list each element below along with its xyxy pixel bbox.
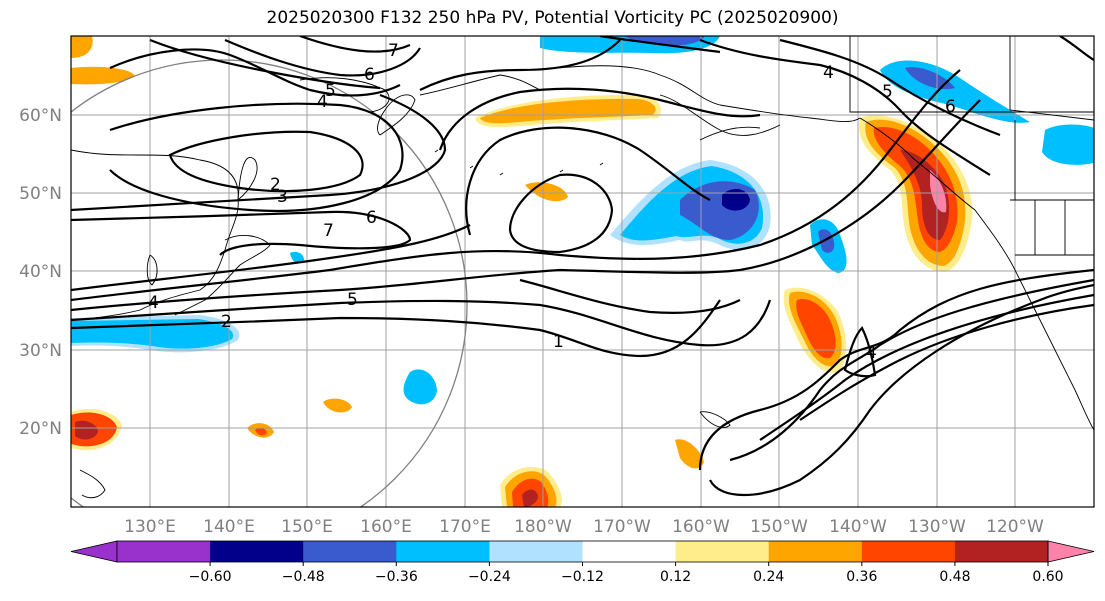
- lon-label: 130°E: [124, 517, 176, 537]
- lat-label: 30°N: [19, 341, 62, 361]
- contour-label: 5: [882, 82, 893, 102]
- colorbar-tick-label: 0.60: [1032, 569, 1063, 585]
- contour-label: 5: [347, 290, 358, 310]
- contour-label: 1: [553, 332, 564, 352]
- colorbar-segment: [768, 541, 863, 562]
- lat-label: 60°N: [19, 106, 62, 126]
- colorbar-tick-label: −0.12: [561, 569, 604, 585]
- colorbar-tick-label: −0.36: [375, 569, 418, 585]
- lon-label: 150°W: [750, 517, 808, 537]
- colorbar-segment: [675, 541, 770, 562]
- plot-frame: [70, 35, 1095, 508]
- contour-label: 3: [277, 187, 288, 207]
- colorbar-tick-label: 0.24: [753, 569, 784, 585]
- lon-label: 150°E: [281, 517, 333, 537]
- colorbar-tick-label: −0.60: [189, 569, 232, 585]
- colorbar-segment: [396, 541, 490, 562]
- contour-label: 4: [823, 63, 834, 83]
- colorbar-segment: [582, 541, 677, 562]
- colorbar-tick-label: 0.48: [939, 569, 970, 585]
- contour-labels: 7 6 5 4 2 3 6 7 5 4 2 1 4 5 6 4: [148, 41, 956, 363]
- lon-label: 180°W: [514, 517, 572, 537]
- colorbar-extend-low: [70, 540, 118, 563]
- contour-label: 5: [325, 81, 336, 101]
- contour-label: 7: [323, 221, 334, 241]
- map-title: 2025020300 F132 250 hPa PV, Potential Vo…: [266, 8, 839, 28]
- colorbar-tick-label: 0.36: [846, 569, 877, 585]
- range-circle: [71, 59, 468, 507]
- colorbar-tick-label: −0.48: [282, 569, 325, 585]
- contour-label: 4: [148, 293, 159, 313]
- lon-label: 160°W: [672, 517, 730, 537]
- contour-label: 4: [866, 343, 877, 363]
- lat-label: 50°N: [19, 184, 62, 204]
- colorbar: −0.60 −0.48 −0.36 −0.24 −0.12 0.12 0.24 0.36 0.4…: [70, 540, 1095, 585]
- lon-label: 130°W: [908, 517, 966, 537]
- lon-label: 120°W: [986, 517, 1044, 537]
- colorbar-segment: [210, 541, 304, 562]
- contour-label: 6: [366, 208, 377, 228]
- contour-label: 6: [364, 65, 375, 85]
- colorbar-segment: [489, 541, 583, 562]
- lat-label: 20°N: [19, 419, 62, 439]
- lon-labels: 130°E 140°E 150°E 160°E 170°E 180°W 170°…: [124, 517, 1044, 537]
- lat-labels: 60°N 50°N 40°N 30°N 20°N: [19, 106, 62, 439]
- contour-label: 2: [221, 312, 232, 332]
- colorbar-extend-high: [1047, 540, 1095, 563]
- lon-label: 160°E: [360, 517, 412, 537]
- contour-label: 2: [270, 175, 281, 195]
- colorbar-segment: [303, 541, 397, 562]
- contour-label: 4: [317, 92, 328, 112]
- colorbar-tick-label: 0.12: [660, 569, 691, 585]
- pv-contours: [71, 36, 1094, 496]
- colorbar-tick-label: −0.24: [468, 569, 511, 585]
- colorbar-segment: [861, 541, 956, 562]
- lon-label: 140°E: [203, 517, 255, 537]
- contour-label: 7: [388, 41, 399, 61]
- neg-strong-area: [722, 188, 750, 211]
- lat-label: 40°N: [19, 262, 62, 282]
- contour-label: 6: [945, 97, 956, 117]
- colorbar-segment: [954, 541, 1049, 562]
- lon-label: 170°W: [593, 517, 651, 537]
- lon-label: 140°W: [829, 517, 887, 537]
- lon-label: 170°E: [439, 517, 491, 537]
- colorbar-segment: [117, 541, 211, 562]
